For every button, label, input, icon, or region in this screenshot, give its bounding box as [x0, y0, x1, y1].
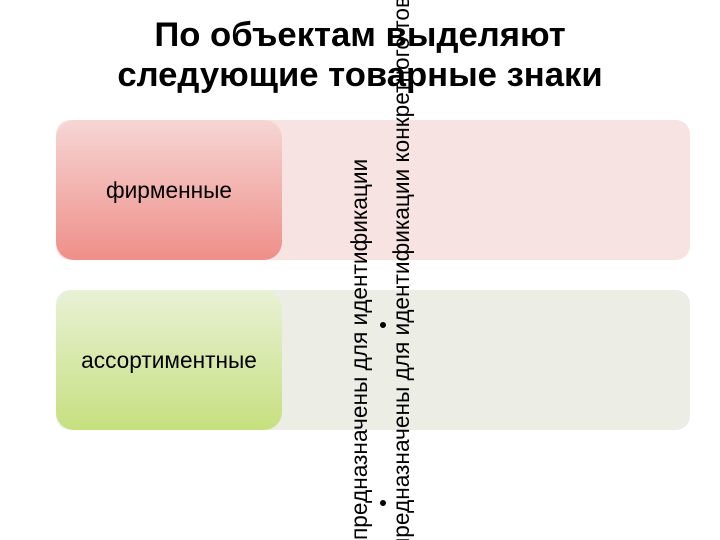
bullet-dot	[380, 500, 386, 506]
bullet-dot	[380, 322, 386, 328]
rotated-text-1: предназначены для идентификации	[348, 0, 372, 540]
row-assortment-label: ассортиментные	[81, 347, 257, 374]
rotated-text-2: предназначены для идентификации конкретн…	[390, 0, 446, 540]
row-corporate: фирменные	[56, 120, 690, 260]
row-corporate-label: фирменные	[106, 177, 232, 204]
row-assortment-pill: ассортиментные	[56, 290, 282, 430]
row-assortment: ассортиментные	[56, 290, 690, 430]
row-corporate-pill: фирменные	[56, 120, 282, 260]
